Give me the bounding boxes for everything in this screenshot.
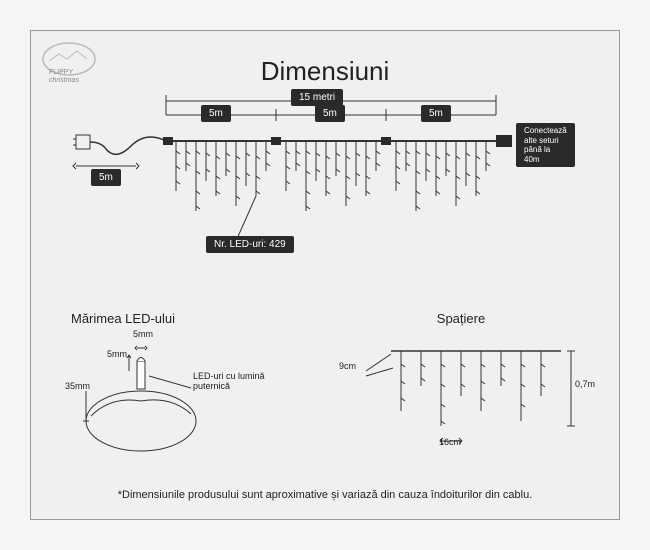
- led-width-label: 5mm: [133, 329, 153, 339]
- led-title: Mărimea LED-ului: [71, 311, 291, 326]
- led-note-label: LED-uri cu lumină puternică: [193, 371, 265, 391]
- spacing-height-label: 0,7m: [575, 379, 595, 389]
- spacing-section: Spațiere 9cm: [331, 311, 591, 471]
- seg3-label: 5m: [421, 105, 451, 122]
- led-count-label: Nr. LED-uri: 429: [206, 236, 294, 253]
- diagram-frame: FLIPPY christmas Dimensiuni: [30, 30, 620, 520]
- led-diameter-label: 35mm: [65, 381, 90, 391]
- page-title: Dimensiuni: [31, 56, 619, 87]
- main-diagram: 15 metri 5m 5m 5m 5m Nr. LED-uri: 429 Co…: [71, 91, 571, 271]
- footnote: *Dimensiunile produsului sunt aproximati…: [31, 489, 619, 501]
- spacing-gap-label: 16cm: [439, 437, 461, 447]
- lead-cable-label: 5m: [91, 169, 121, 186]
- led-size-section: Mărimea LED-ului 5mm 5mm 35mm LED-uri cu…: [71, 311, 291, 471]
- led-height-label: 5mm: [107, 349, 127, 359]
- seg2-label: 5m: [315, 105, 345, 122]
- seg1-label: 5m: [201, 105, 231, 122]
- connect-note-label: Conectează alte seturi până la 40m: [516, 123, 575, 167]
- total-length-label: 15 metri: [291, 89, 343, 106]
- spacing-h-label: 9cm: [339, 361, 356, 371]
- spacing-title: Spațiere: [331, 311, 591, 326]
